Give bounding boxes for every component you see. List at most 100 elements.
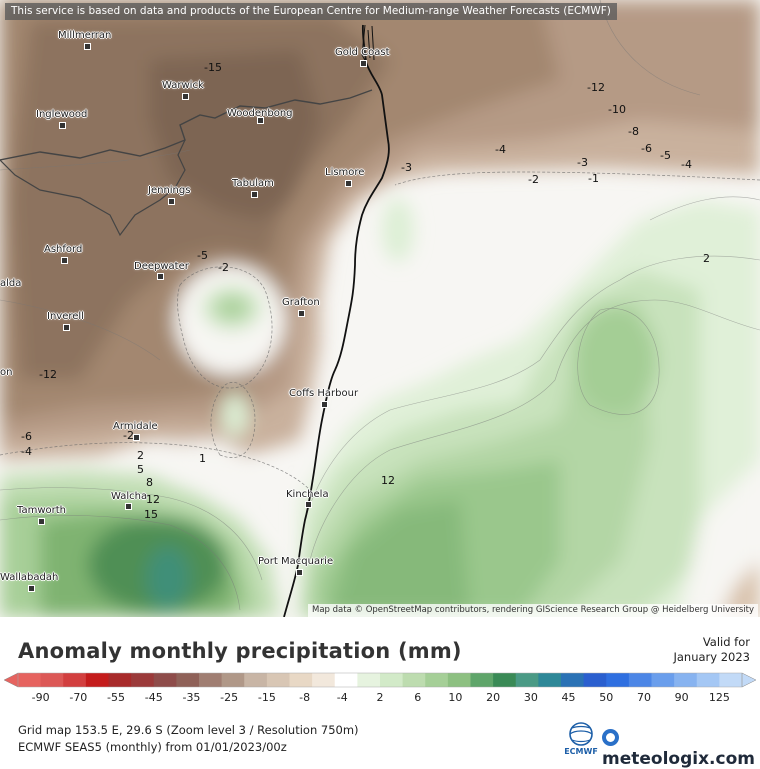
scale-tick-label: -4 — [337, 691, 348, 704]
city-marker — [61, 257, 68, 264]
contour-label: -12 — [587, 81, 605, 94]
scale-swatch — [221, 673, 245, 687]
scale-outline — [17, 672, 743, 688]
scale-swatch — [493, 673, 517, 687]
contour-label: 12 — [381, 474, 395, 487]
scale-arrow-right — [741, 672, 757, 688]
scale-tick-label: -25 — [220, 691, 238, 704]
color-scale: -90 -70 -55 -45 -35 -25 -15 -8 -4 2 6 10 20 30 45 50 70 9… — [3, 672, 757, 704]
meteologix-icon — [602, 729, 619, 746]
scale-tick-label: -35 — [182, 691, 200, 704]
scale-swatch — [447, 673, 471, 687]
contour-label: -12 — [39, 368, 57, 381]
city-marker — [125, 503, 132, 510]
contour-label: -6 — [641, 142, 652, 155]
city-marker — [168, 198, 175, 205]
contour-label: -3 — [577, 156, 588, 169]
contour-label: -1 — [588, 172, 599, 185]
scale-swatch — [402, 673, 426, 687]
scale-tick-label: 6 — [414, 691, 421, 704]
contour-label: -4 — [21, 445, 32, 458]
city-marker — [63, 324, 70, 331]
scale-swatch — [561, 673, 585, 687]
model-info: ECMWF SEAS5 (monthly) from 01/01/2023/00… — [18, 740, 287, 754]
city-marker — [345, 180, 352, 187]
contour-label: -15 — [204, 61, 222, 74]
scale-tick-label: 2 — [377, 691, 384, 704]
scale-tick-label: -90 — [32, 691, 50, 704]
contour-label: 1 — [199, 452, 206, 465]
city-marker — [38, 518, 45, 525]
city-marker — [84, 43, 91, 50]
scale-swatch — [153, 673, 177, 687]
contour-label: -2 — [528, 173, 539, 186]
city-marker — [251, 191, 258, 198]
scale-tick-label: 20 — [486, 691, 500, 704]
contour-label: 5 — [137, 463, 144, 476]
contour-label: -4 — [681, 158, 692, 171]
scale-swatch — [199, 673, 223, 687]
scale-tick-label: 90 — [675, 691, 689, 704]
scale-swatch — [628, 673, 652, 687]
scale-tick-label: 45 — [562, 691, 576, 704]
scale-swatch — [334, 673, 358, 687]
contour-label: -6 — [21, 430, 32, 443]
scale-swatch — [696, 673, 720, 687]
scale-swatch — [606, 673, 630, 687]
contour-label: -3 — [401, 161, 412, 174]
scale-swatch — [108, 673, 132, 687]
scale-tick-label: -8 — [299, 691, 310, 704]
city-marker — [296, 569, 303, 576]
contour-label: 8 — [146, 476, 153, 489]
contour-label: 15 — [144, 508, 158, 521]
scale-tick-label: 30 — [524, 691, 538, 704]
scale-tick-label: -55 — [107, 691, 125, 704]
precipitation-map[interactable]: This service is based on data and produc… — [0, 0, 760, 617]
scale-swatch — [312, 673, 336, 687]
scale-swatch — [515, 673, 539, 687]
ecmwf-notice: This service is based on data and produc… — [5, 3, 617, 20]
scale-tick-label: -70 — [69, 691, 87, 704]
scale-tick-label: -45 — [145, 691, 163, 704]
scale-swatch — [538, 673, 562, 687]
contour-label: -5 — [660, 149, 671, 162]
city-marker — [257, 117, 264, 124]
city-marker — [133, 434, 140, 441]
contour-label: -5 — [197, 249, 208, 262]
scale-swatch — [244, 673, 268, 687]
city-marker — [305, 501, 312, 508]
ecmwf-globe-icon — [569, 722, 593, 746]
scale-swatch — [289, 673, 313, 687]
scale-arrow-left — [3, 672, 19, 688]
meteologix-logo[interactable]: meteologix.com — [602, 729, 760, 769]
scale-tick-label: 50 — [599, 691, 613, 704]
contour-label: 12 — [146, 493, 160, 506]
scale-swatch — [85, 673, 109, 687]
legend-panel: Anomaly monthly precipitation (mm) Valid… — [0, 617, 760, 769]
scale-swatch — [63, 673, 87, 687]
city-marker — [157, 273, 164, 280]
city-marker — [360, 60, 367, 67]
scale-swatch — [470, 673, 494, 687]
scale-swatch — [719, 673, 743, 687]
legend-title: Anomaly monthly precipitation (mm) — [18, 639, 462, 663]
contour-label: -2 — [218, 261, 229, 274]
valid-label: Valid for — [702, 635, 750, 649]
scale-swatch — [651, 673, 675, 687]
scale-tick-label: -15 — [258, 691, 276, 704]
city-marker — [298, 310, 305, 317]
valid-date: January 2023 — [673, 650, 750, 664]
scale-swatch — [583, 673, 607, 687]
city-marker — [182, 93, 189, 100]
scale-tick-label: 10 — [448, 691, 462, 704]
contour-label: 2 — [137, 449, 144, 462]
contour-label: -4 — [495, 143, 506, 156]
city-marker — [28, 585, 35, 592]
map-fields — [0, 0, 760, 617]
ecmwf-logo[interactable]: ECMWF — [563, 720, 599, 758]
contour-label: -8 — [628, 125, 639, 138]
city-marker — [321, 401, 328, 408]
valid-for: Valid for January 2023 — [673, 635, 750, 665]
scale-tick-label: 70 — [637, 691, 651, 704]
contour-label: 2 — [703, 252, 710, 265]
